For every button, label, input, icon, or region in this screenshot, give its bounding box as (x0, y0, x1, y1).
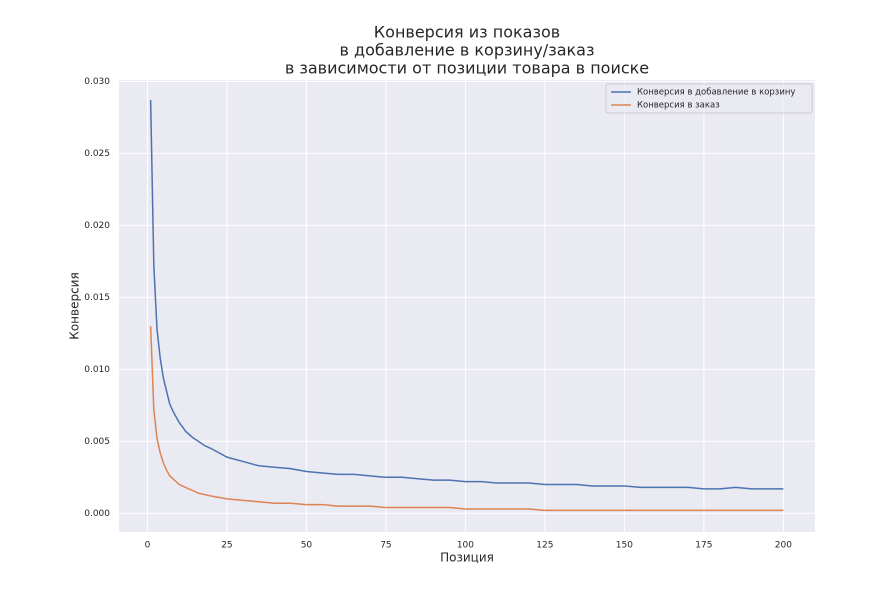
series-line (149, 326, 784, 512)
x-tick-label: 25 (221, 541, 232, 551)
x-axis-label: Позиция (440, 551, 494, 565)
y-tick-label: 0.020 (84, 221, 110, 231)
y-tick-label: 0.010 (84, 365, 110, 375)
x-tick-label: 175 (695, 541, 712, 551)
chart-title: в зависимости от позиции товара в поиске (285, 59, 649, 78)
legend-box (605, 83, 813, 114)
chart-title: в добавление в корзину/заказ (340, 41, 595, 60)
y-tick-label: 0.000 (84, 509, 110, 519)
y-tick-label: 0.025 (84, 149, 110, 159)
y-tick-label: 0.005 (84, 437, 110, 447)
y-tick-label: 0.015 (84, 293, 110, 303)
legend-label: Конверсия в добавление в корзину (637, 88, 795, 98)
x-tick-label: 125 (536, 541, 553, 551)
y-tick-label: 0.030 (84, 77, 110, 87)
x-tick-label: 150 (616, 541, 633, 551)
legend-label: Конверсия в заказ (637, 101, 720, 111)
x-tick-label: 100 (457, 541, 474, 551)
y-axis-label: Конверсия (68, 272, 82, 339)
series-line (149, 100, 784, 490)
chart-title: Конверсия из показов (374, 23, 560, 42)
x-tick-label: 75 (380, 541, 391, 551)
plot-area (119, 80, 815, 532)
x-tick-label: 200 (775, 541, 792, 551)
x-tick-label: 50 (301, 541, 313, 551)
x-tick-label: 0 (145, 541, 151, 551)
